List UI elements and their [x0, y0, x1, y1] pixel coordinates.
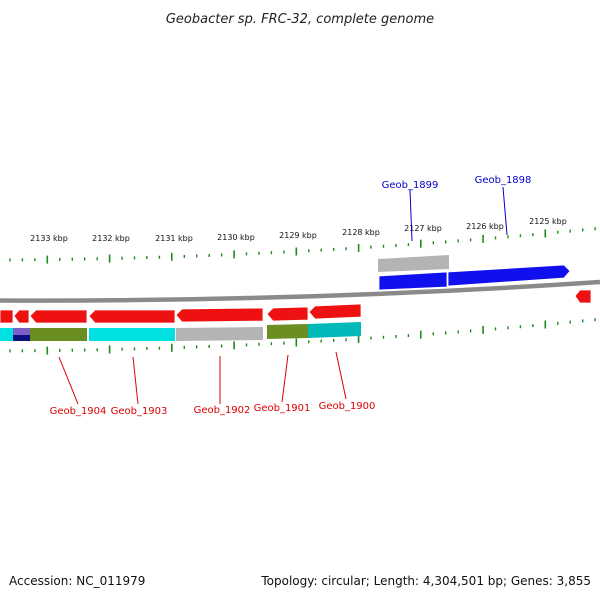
tick-label-2129: 2129 kbp — [279, 231, 317, 240]
genome-summary-label: Topology: circular; Length: 4,304,501 bp… — [261, 574, 591, 588]
gene-geob-1902[interactable] — [175, 307, 264, 323]
cog-band-geob-1901 — [267, 324, 308, 339]
leader-geob-1901 — [281, 354, 289, 403]
forward-strand-genes — [378, 264, 571, 291]
gene-geob-1905[interactable] — [13, 309, 30, 324]
gene-geob-1899[interactable] — [378, 271, 448, 291]
cog-band-geob-1899 — [378, 255, 449, 272]
gene-label-geob-1899[interactable]: Geob_1899 — [382, 180, 439, 191]
cog-band-geob-1903 — [89, 328, 175, 341]
leader-geob-1903 — [132, 356, 139, 405]
gene-geob-off-left[interactable] — [0, 309, 14, 324]
genome-backbone — [0, 279, 600, 303]
reverse-strand-genes — [0, 289, 592, 324]
gene-label-geob-1901[interactable]: Geob_1901 — [254, 403, 311, 414]
tick-label-2132: 2132 kbp — [92, 234, 130, 243]
gene-geob-1901[interactable] — [266, 306, 309, 322]
tick-label-2131: 2131 kbp — [155, 234, 193, 243]
gene-label-leaders — [58, 186, 508, 405]
cog-category-bands — [0, 255, 449, 341]
tick-label-2128: 2128 kbp — [342, 228, 380, 237]
gene-geob-1898[interactable] — [447, 264, 571, 287]
cog-band-geob-1904-c — [13, 335, 30, 341]
gene-label-geob-1903[interactable]: Geob_1903 — [111, 406, 168, 417]
cog-band-geob-1902 — [176, 327, 263, 341]
gene-label-geob-1900[interactable]: Geob_1900 — [319, 401, 376, 412]
cog-band-geob-1904-a — [0, 328, 13, 341]
gene-label-geob-1898[interactable]: Geob_1898 — [475, 175, 532, 186]
map-title: Geobacter sp. FRC-32, complete genome — [166, 12, 434, 27]
leader-geob-1898 — [502, 186, 508, 236]
cog-band-geob-1904-b — [13, 328, 30, 335]
cog-band-geob-1900 — [308, 322, 361, 338]
gene-geob-1904[interactable] — [29, 309, 88, 324]
accession-label: Accession: NC_011979 — [9, 574, 146, 588]
gene-label-geob-1904[interactable]: Geob_1904 — [50, 406, 107, 417]
cog-band-geob-1904-d — [30, 328, 87, 341]
leader-geob-1899 — [409, 189, 413, 242]
leader-geob-1904 — [58, 356, 79, 405]
tick-label-2126: 2126 kbp — [466, 222, 504, 231]
tick-label-2125: 2125 kbp — [529, 217, 567, 226]
leader-geob-1900 — [335, 351, 347, 400]
gene-label-geob-1902[interactable]: Geob_1902 — [194, 405, 251, 416]
kbp-ticks-lower — [9, 318, 596, 355]
tick-label-2130: 2130 kbp — [217, 233, 255, 242]
tick-label-2127: 2127 kbp — [404, 224, 442, 233]
gene-geob-off-right[interactable] — [574, 289, 592, 304]
gene-geob-1900[interactable] — [308, 303, 362, 320]
gene-geob-1903[interactable] — [88, 309, 176, 324]
kbp-ticks-upper — [9, 227, 596, 264]
kbp-tick-labels: 2133 kbp 2132 kbp 2131 kbp 2130 kbp 2129… — [30, 217, 567, 243]
tick-label-2133: 2133 kbp — [30, 234, 68, 243]
gene-labels: Geob_1899 Geob_1898 Geob_1904 Geob_1903 … — [50, 175, 532, 417]
